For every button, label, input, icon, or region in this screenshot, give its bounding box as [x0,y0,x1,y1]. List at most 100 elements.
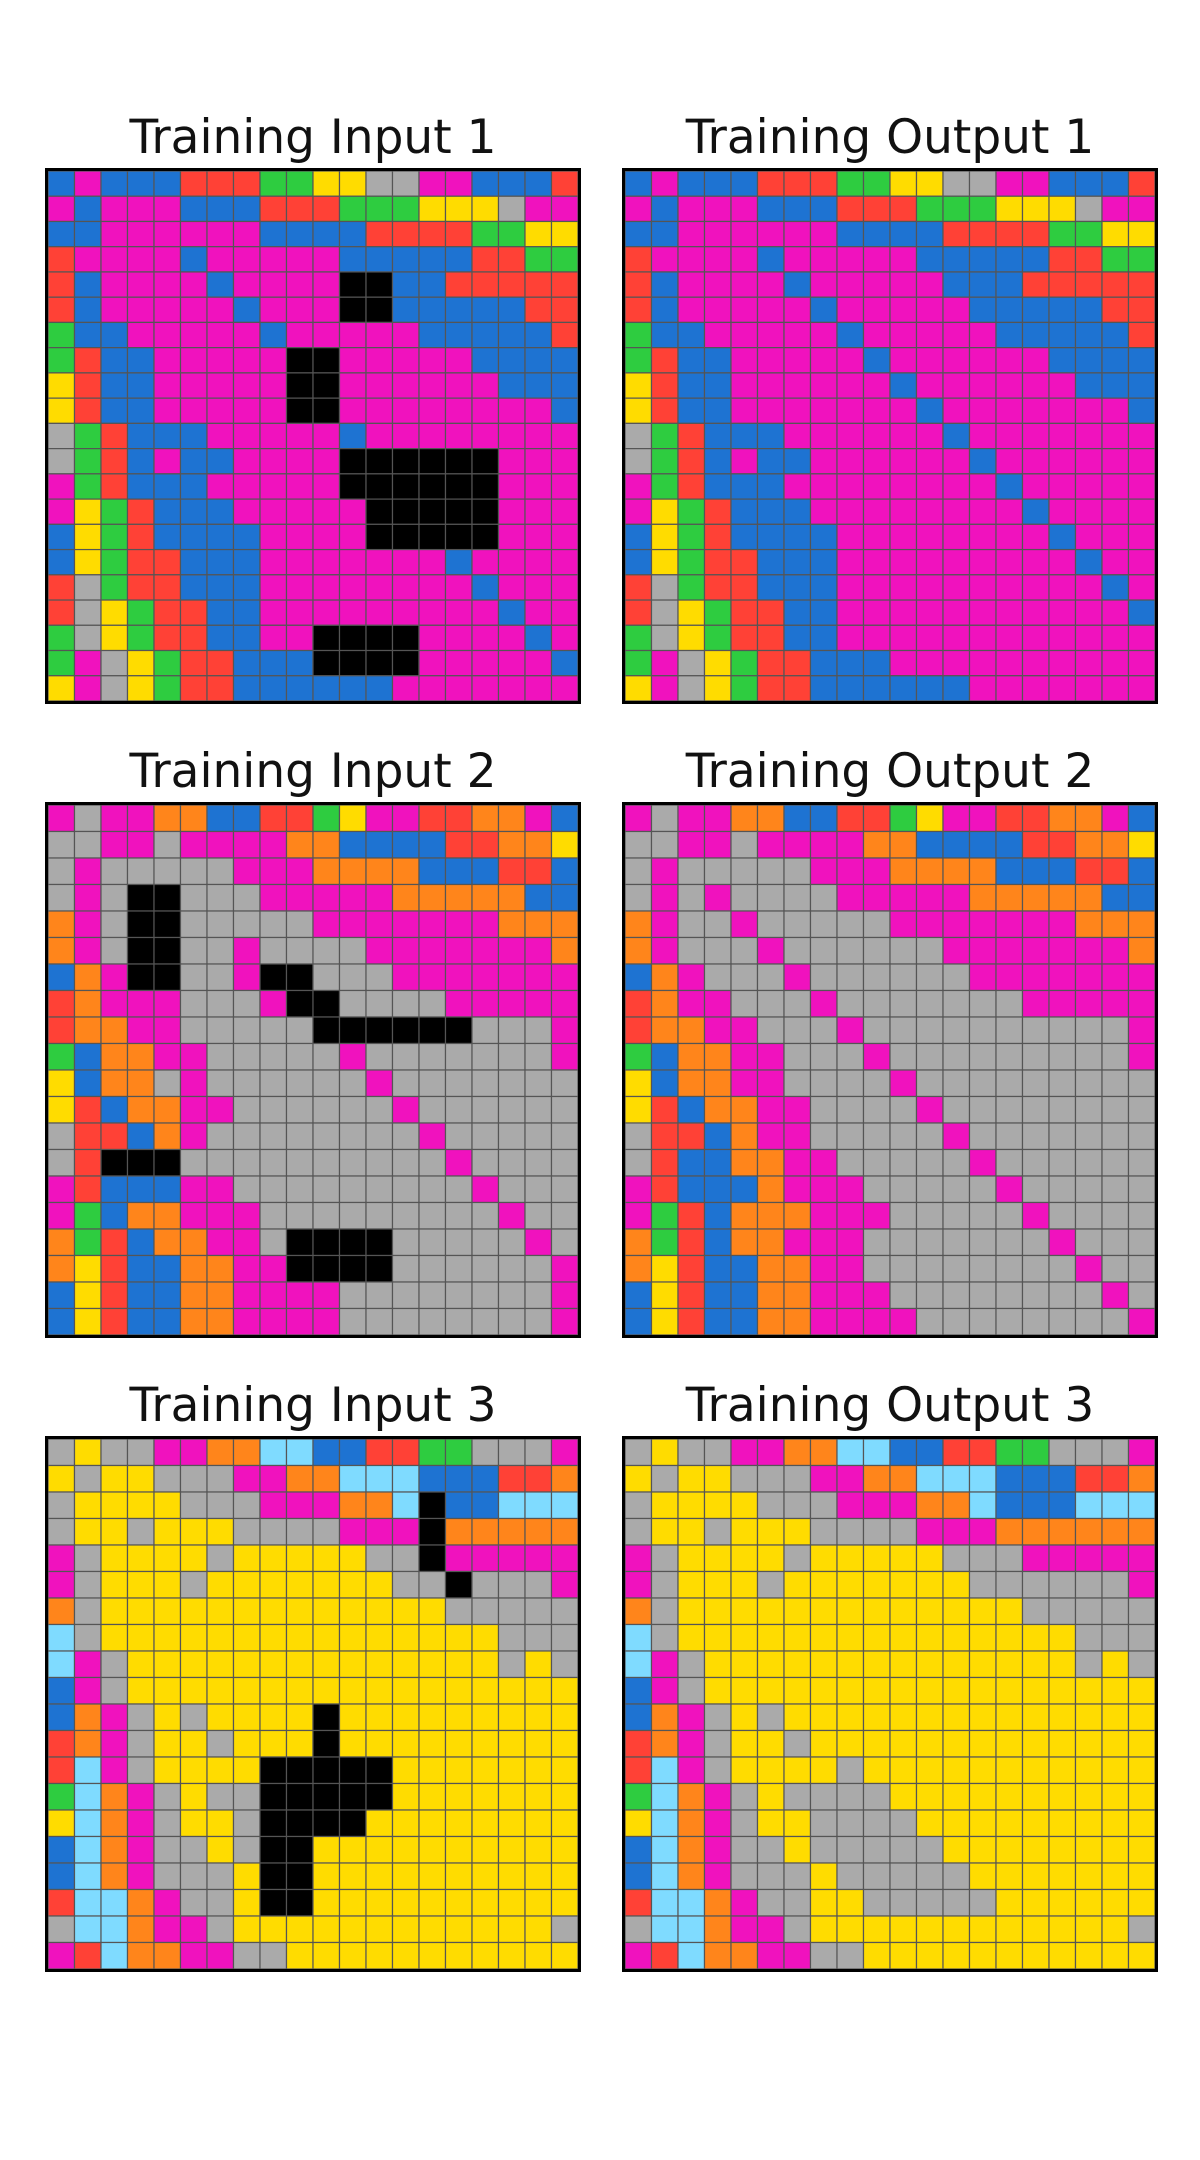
grid-cell [48,1915,76,1944]
grid-cell [550,548,578,576]
grid-cell [73,1307,102,1335]
grid-cell [783,321,812,349]
grid-cell [836,1148,865,1177]
grid-cell [285,830,314,859]
grid-cell [730,1491,759,1520]
grid-cell [756,372,785,399]
grid-cell [73,1439,102,1467]
grid-cell [497,1729,526,1758]
grid-cell [418,1095,447,1124]
grid-cell [809,910,838,939]
grid-cell [206,1888,235,1917]
grid-cell [179,805,208,833]
grid-cell [836,1729,865,1758]
grid-cell [968,1517,997,1546]
grid-cell [444,1069,473,1098]
grid-cell [418,989,447,1018]
grid-cell [889,171,918,197]
grid-cell [862,1439,891,1467]
grid-cell [1021,1175,1050,1204]
grid-cell [497,1782,526,1811]
grid-cell [650,372,679,399]
grid-cell [232,1835,261,1864]
training-input-2-grid [45,802,581,1338]
grid-cell [73,1570,102,1599]
grid-cell [862,1517,891,1546]
grid-cell [497,963,526,992]
grid-cell [524,1201,553,1230]
grid-cell [862,498,891,525]
grid-cell [524,1835,553,1864]
grid-cell [312,1888,341,1917]
grid-cell [703,523,732,551]
grid-cell [285,1016,314,1045]
grid-cell [153,1491,182,1520]
grid-cell [232,1703,261,1732]
grid-cell [783,1703,812,1732]
grid-cell [312,321,341,349]
grid-cell [418,473,447,500]
grid-cell [862,910,891,939]
grid-cell [677,548,706,576]
grid-cell [338,1122,367,1151]
grid-cell [809,422,838,450]
grid-cell [1127,910,1155,939]
grid-cell [365,963,394,992]
grid-cell [942,195,971,223]
grid-cell [365,1703,394,1732]
grid-cell [471,1228,500,1257]
grid-cell [471,830,500,859]
grid-cell [550,936,578,965]
grid-cell [497,1122,526,1151]
grid-cell [942,1782,971,1811]
grid-cell [232,372,261,399]
grid-cell [809,271,838,298]
grid-cell [338,1281,367,1310]
grid-cell [942,936,971,965]
grid-cell [1127,1201,1155,1230]
grid-cell [1048,1281,1077,1310]
grid-cell [285,649,314,677]
grid-cell [1127,805,1155,833]
grid-cell [497,1175,526,1204]
grid-cell [206,523,235,551]
grid-cell [126,1782,155,1811]
grid-cell [915,1307,944,1335]
grid-cell [285,1941,314,1969]
grid-cell [915,963,944,992]
grid-cell [312,1782,341,1811]
grid-cell [126,1650,155,1679]
grid-cell [73,1862,102,1891]
grid-cell [365,805,394,833]
grid-cell [1101,498,1130,525]
grid-cell [259,805,288,833]
grid-cell [942,1756,971,1785]
grid-cell [418,220,447,248]
grid-cell [809,1439,838,1467]
grid-cell [259,1281,288,1310]
grid-cell [703,1862,732,1891]
grid-cell [783,1464,812,1493]
grid-cell [703,1835,732,1864]
grid-cell [1048,296,1077,324]
grid-cell [550,1095,578,1124]
grid-cell [862,1307,891,1335]
grid-cell [995,989,1024,1018]
grid-cell [471,1016,500,1045]
grid-cell [153,1756,182,1785]
grid-cell [809,1650,838,1679]
grid-cell [915,830,944,859]
grid-cell [756,910,785,939]
grid-cell [1048,171,1077,197]
grid-cell [942,1809,971,1838]
grid-cell [365,1491,394,1520]
grid-cell [730,989,759,1018]
grid-cell [259,171,288,197]
grid-cell [524,1016,553,1045]
grid-cell [73,1941,102,1969]
grid-cell [1101,989,1130,1018]
grid-cell [730,1941,759,1969]
grid-cell [677,1254,706,1283]
grid-cell [73,1915,102,1944]
grid-cell [783,1888,812,1917]
